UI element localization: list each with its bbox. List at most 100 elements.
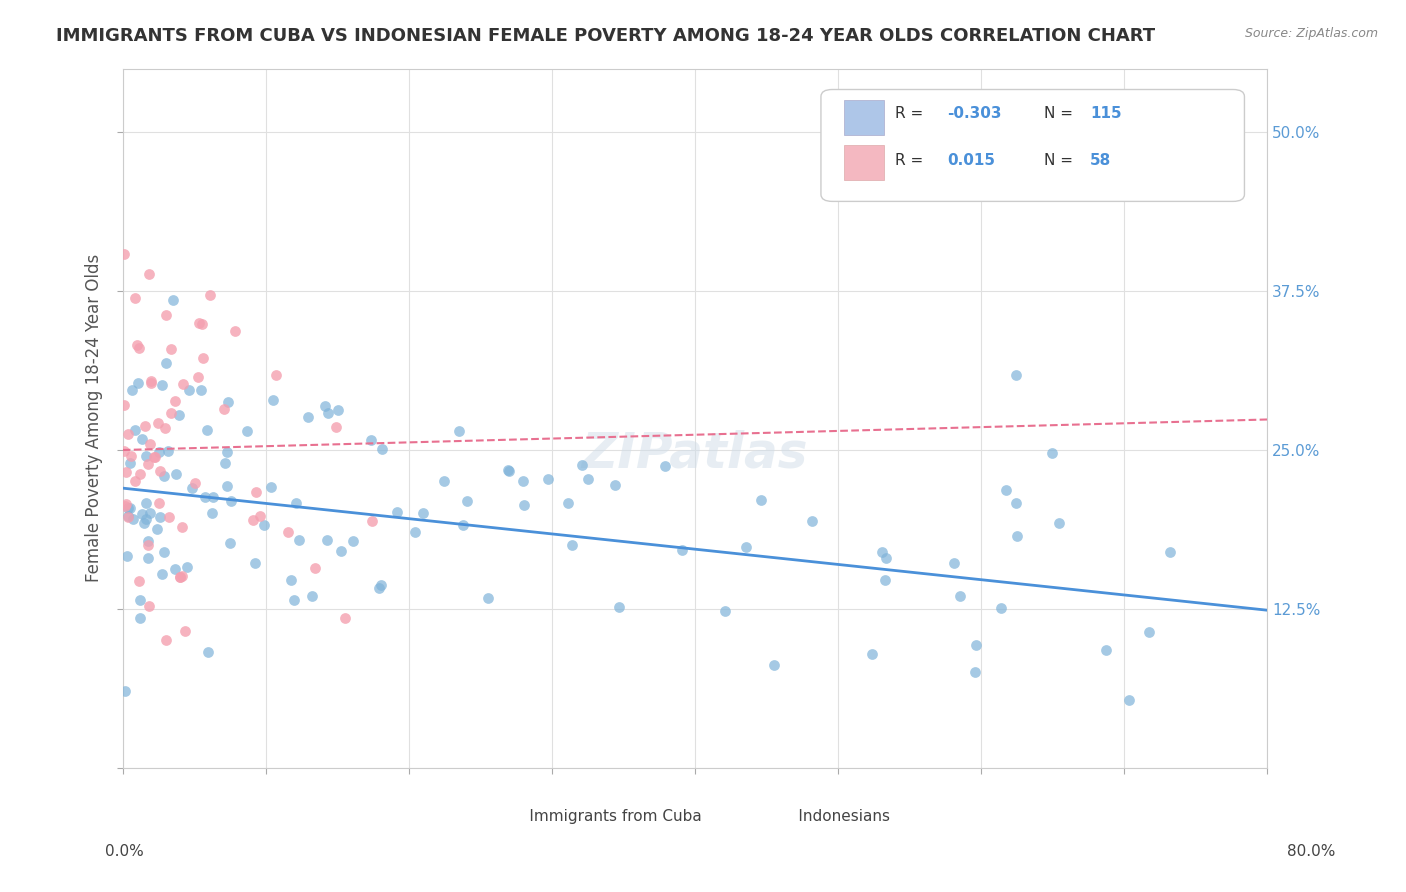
Text: N =: N = <box>1045 153 1078 169</box>
Text: Source: ZipAtlas.com: Source: ZipAtlas.com <box>1244 27 1378 40</box>
Point <box>498 463 520 477</box>
Point <box>1118 693 1140 707</box>
Point <box>212 402 235 417</box>
Point <box>201 507 224 521</box>
Point <box>342 533 364 548</box>
Point <box>114 684 136 698</box>
Text: Indonesians: Indonesians <box>775 809 890 824</box>
Point <box>253 518 276 533</box>
Point <box>990 601 1012 615</box>
Point <box>128 574 150 588</box>
Point <box>139 436 162 450</box>
Point <box>242 513 264 527</box>
Point <box>128 467 150 481</box>
FancyBboxPatch shape <box>844 145 884 180</box>
Text: 58: 58 <box>1090 153 1111 169</box>
Point <box>288 533 311 547</box>
Point <box>129 593 152 607</box>
Point <box>136 534 159 549</box>
Point <box>112 444 135 458</box>
Point <box>136 538 159 552</box>
Y-axis label: Female Poverty Among 18-24 Year Olds: Female Poverty Among 18-24 Year Olds <box>86 254 103 582</box>
Point <box>170 519 193 533</box>
Point <box>138 268 160 282</box>
Text: 0.0%: 0.0% <box>105 845 145 859</box>
Point <box>194 490 217 504</box>
Point <box>873 573 896 587</box>
Text: 80.0%: 80.0% <box>1288 845 1336 859</box>
Point <box>1040 446 1063 460</box>
Point <box>120 449 142 463</box>
Point <box>122 512 145 526</box>
Point <box>266 368 288 383</box>
Point <box>195 424 218 438</box>
Point <box>1137 625 1160 640</box>
FancyBboxPatch shape <box>821 89 1244 202</box>
Point <box>155 355 177 369</box>
Point <box>1047 516 1070 531</box>
Point <box>150 378 173 392</box>
Point <box>333 611 356 625</box>
Point <box>800 514 823 528</box>
Point <box>561 539 583 553</box>
Point <box>329 543 352 558</box>
Point <box>512 475 534 489</box>
Point <box>187 370 209 384</box>
Point <box>217 479 239 493</box>
Point <box>135 496 157 510</box>
Point <box>191 351 214 365</box>
Point <box>153 545 176 559</box>
Point <box>163 562 186 576</box>
Point <box>157 510 180 524</box>
Point <box>124 474 146 488</box>
Point <box>301 589 323 603</box>
Point <box>167 408 190 422</box>
Point <box>124 424 146 438</box>
Point <box>155 632 177 647</box>
Point <box>153 469 176 483</box>
Point <box>370 578 392 592</box>
Point <box>361 515 384 529</box>
Point <box>477 591 499 605</box>
Text: N =: N = <box>1045 106 1078 121</box>
Point <box>219 494 242 508</box>
Point <box>965 638 987 652</box>
Point <box>136 551 159 566</box>
Point <box>671 543 693 558</box>
Point <box>160 406 183 420</box>
Point <box>280 573 302 587</box>
Point <box>150 567 173 582</box>
Point <box>128 342 150 356</box>
Point <box>367 581 389 595</box>
Point <box>169 570 191 584</box>
Point <box>875 551 897 566</box>
Point <box>124 292 146 306</box>
Point <box>236 424 259 438</box>
Point <box>176 560 198 574</box>
Point <box>117 510 139 524</box>
Point <box>449 424 471 438</box>
Point <box>537 472 560 486</box>
Point <box>217 395 239 409</box>
Point <box>114 499 136 513</box>
Point <box>112 398 135 412</box>
Point <box>179 383 201 397</box>
Point <box>245 485 267 500</box>
Point <box>160 342 183 356</box>
Point <box>1094 643 1116 657</box>
Point <box>117 501 139 516</box>
Point <box>120 456 142 470</box>
Point <box>404 524 426 539</box>
Point <box>304 561 326 575</box>
Point <box>121 383 143 397</box>
Point <box>115 497 138 511</box>
Point <box>870 544 893 558</box>
Point <box>714 604 737 618</box>
Point <box>165 393 187 408</box>
Point <box>148 496 170 510</box>
Point <box>456 494 478 508</box>
Point <box>326 403 349 417</box>
Point <box>949 589 972 603</box>
Point <box>249 509 271 524</box>
Point <box>112 246 135 260</box>
